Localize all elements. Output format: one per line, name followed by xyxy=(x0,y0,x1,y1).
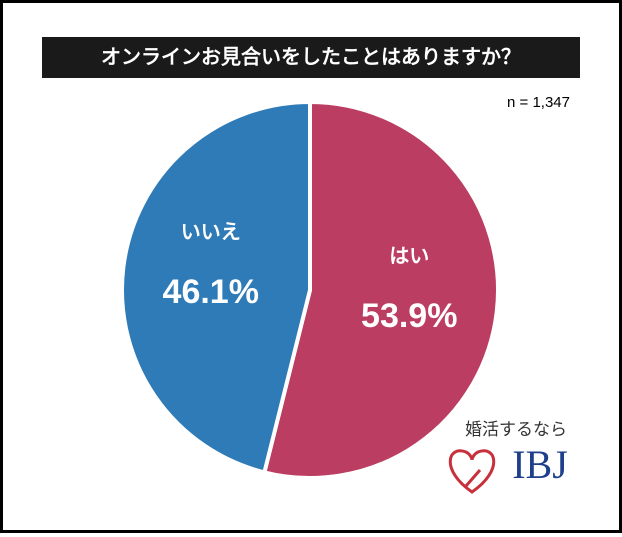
chart-title: オンラインお見合いをしたことはありますか？ xyxy=(101,45,521,69)
pie-slice xyxy=(119,99,312,475)
title-box xyxy=(42,37,580,78)
pie: はい 53.9% いいえ 46.1% xyxy=(119,99,500,480)
logo-heart xyxy=(448,449,496,494)
slice-value-label: 46.1% xyxy=(163,273,259,311)
pie-slice xyxy=(261,99,500,480)
logo-name: IBJ xyxy=(512,442,568,487)
sample-size: n = 1,347 xyxy=(507,94,570,111)
logo-tagline: 婚活するなら xyxy=(465,420,567,440)
slice-value-label: 53.9% xyxy=(361,297,457,335)
slice-name: いいえ xyxy=(181,219,241,243)
slice-name: はい xyxy=(389,244,429,268)
